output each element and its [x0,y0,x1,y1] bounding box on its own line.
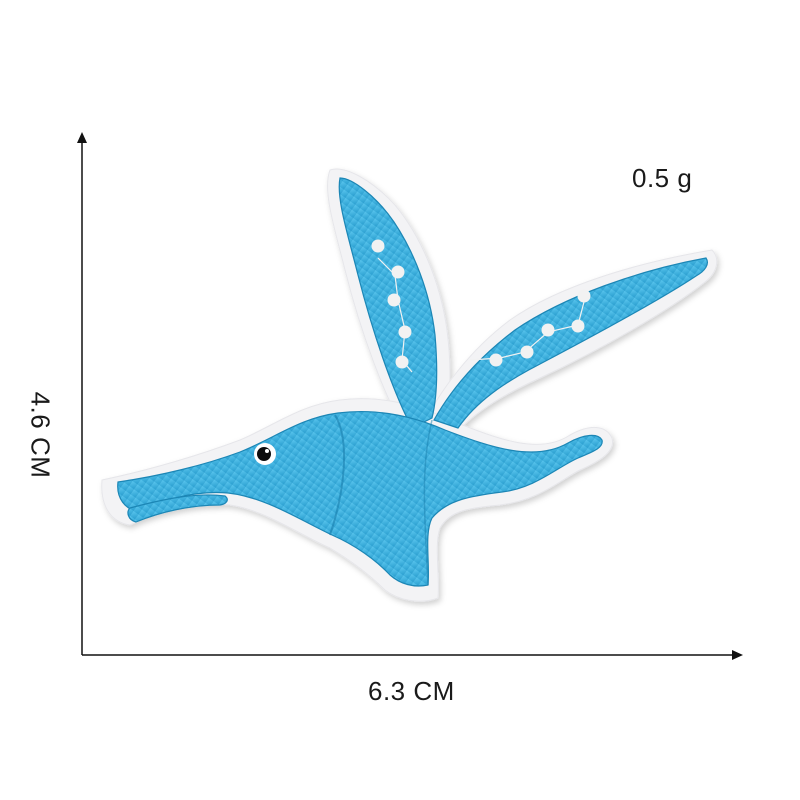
weight-label: 0.5 g [632,163,693,193]
arrow-up-icon [77,132,87,143]
vertical-axis [77,132,87,655]
wing-dots [371,239,413,373]
eye-icon [254,443,276,465]
arrow-right-icon [732,650,743,660]
pterodactyl-patch-icon [101,168,718,602]
wing-dots-right [469,289,591,367]
horizontal-axis [82,650,743,660]
height-label: 4.6 CM [25,391,56,479]
width-label: 6.3 CM [368,676,455,706]
